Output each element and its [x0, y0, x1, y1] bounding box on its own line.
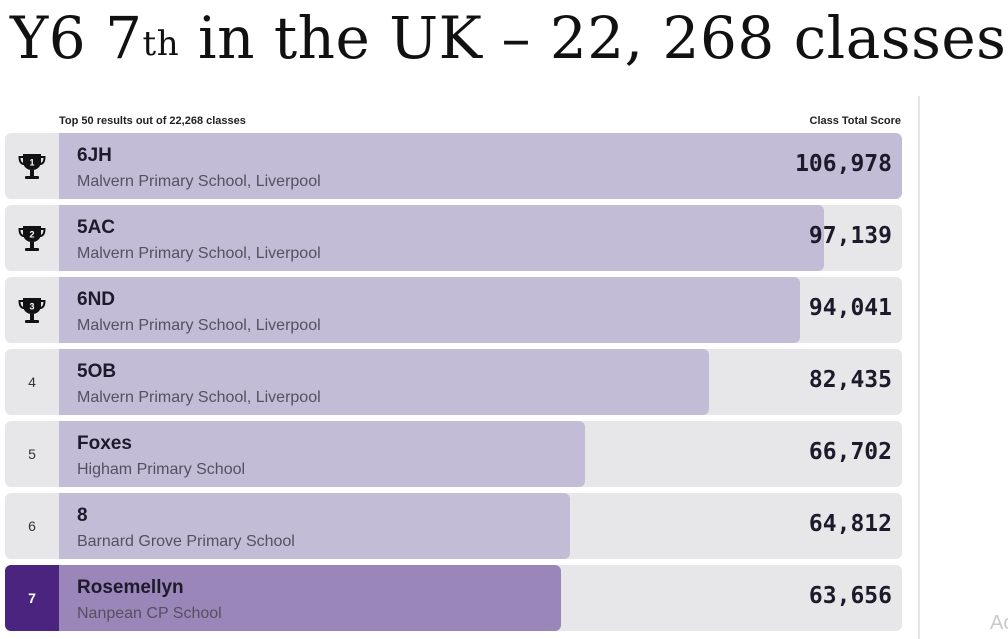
trophy-rank-number: 1: [29, 158, 34, 168]
class-total-score: 64,812: [808, 511, 892, 537]
score-bar: [59, 133, 902, 199]
trophy-icon: 3: [18, 298, 46, 323]
title-superscript: th: [142, 24, 180, 64]
score-column-header: Class Total Score: [809, 115, 902, 127]
class-name: Rosemellyn: [77, 577, 184, 598]
score-bar: [59, 205, 824, 271]
trophy-icon: 2: [18, 226, 46, 251]
rank-number: 5: [28, 446, 36, 462]
score-bar: [59, 565, 561, 631]
class-total-score: 66,702: [808, 439, 892, 465]
panel-divider: [918, 96, 920, 639]
class-total-score: 94,041: [808, 295, 892, 321]
class-name: 5OB: [77, 361, 117, 382]
rank-cell: 3: [5, 277, 59, 343]
school-name: Malvern Primary School, Liverpool: [77, 317, 321, 334]
title-main: Y6 7: [10, 4, 143, 72]
leaderboard-row-highlighted[interactable]: 7 Rosemellyn Nanpean CP School 63,656: [5, 565, 902, 631]
school-name: Malvern Primary School, Liverpool: [77, 389, 321, 406]
title-rest: in the UK – 22, 268 classes: [179, 4, 1007, 72]
activate-watermark-text: Ac: [990, 612, 1008, 634]
rank-number: 4: [28, 374, 36, 390]
score-bar: [59, 277, 800, 343]
class-name: 8: [77, 505, 88, 526]
class-total-score: 82,435: [808, 367, 892, 393]
rank-number: 6: [28, 518, 36, 534]
leaderboard-row[interactable]: 3 6ND Malvern Primary School, Liverpool …: [5, 277, 902, 343]
leaderboard-row[interactable]: 5 Foxes Higham Primary School 66,702: [5, 421, 902, 487]
school-name: Malvern Primary School, Liverpool: [77, 173, 321, 190]
rank-cell: 1: [5, 133, 59, 199]
class-total-score: 97,139: [808, 223, 892, 249]
trophy-rank-number: 3: [29, 302, 34, 312]
class-name: 5AC: [77, 217, 116, 238]
score-bar: [59, 349, 709, 415]
class-total-score: 106,978: [795, 151, 892, 177]
leaderboard-row[interactable]: 2 5AC Malvern Primary School, Liverpool …: [5, 205, 902, 271]
school-name: Malvern Primary School, Liverpool: [77, 245, 321, 262]
rank-number: 7: [5, 565, 59, 631]
school-name: Higham Primary School: [77, 461, 246, 478]
leaderboard-row[interactable]: 6 8 Barnard Grove Primary School 64,812: [5, 493, 902, 559]
score-bar: [59, 493, 570, 559]
class-name: 6JH: [77, 145, 112, 166]
leaderboard-caption: Top 50 results out of 22,268 classes: [59, 115, 246, 127]
slide-title: Y6 7th in the UK – 22, 268 classes: [10, 0, 1006, 78]
trophy-icon: 1: [18, 154, 46, 179]
class-total-score: 63,656: [808, 583, 892, 609]
school-name: Nanpean CP School: [77, 605, 222, 622]
rank-cell: 2: [5, 205, 59, 271]
trophy-rank-number: 2: [29, 230, 34, 240]
class-name: 6ND: [77, 289, 116, 310]
leaderboard-row[interactable]: 4 5OB Malvern Primary School, Liverpool …: [5, 349, 902, 415]
class-name: Foxes: [77, 433, 132, 454]
school-name: Barnard Grove Primary School: [77, 533, 295, 550]
leaderboard-row[interactable]: 1 6JH Malvern Primary School, Liverpool …: [5, 133, 902, 199]
score-bar: [59, 421, 585, 487]
